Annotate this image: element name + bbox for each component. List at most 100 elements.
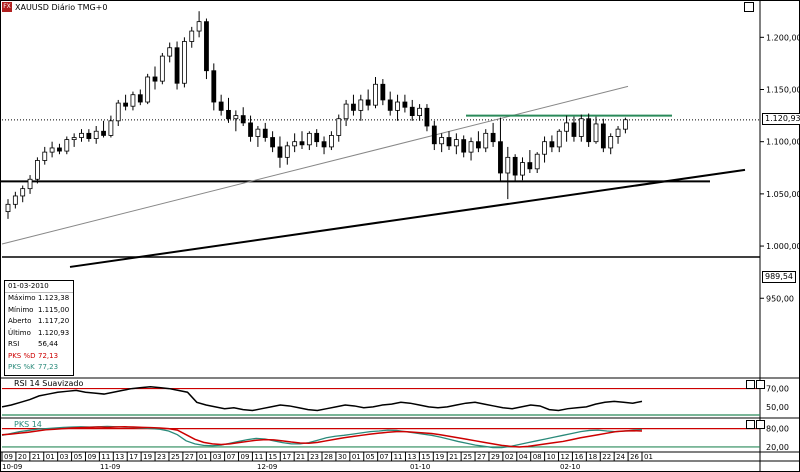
- x-tick-label: 25: [171, 453, 180, 461]
- rsi-close-button[interactable]: [756, 380, 765, 389]
- info-label: Máximo: [8, 294, 36, 302]
- candle-body: [461, 139, 467, 153]
- rsi-line: [1, 385, 643, 412]
- candle-body: [255, 128, 261, 137]
- candle-body: [380, 83, 386, 101]
- x-tick-label: 07: [380, 453, 389, 461]
- candle-body: [373, 83, 378, 106]
- candle-body: [402, 101, 408, 108]
- candle-body: [549, 141, 555, 148]
- candle-body: [196, 21, 202, 32]
- pks-panel-title: PKS 14: [14, 420, 42, 429]
- candle-body: [93, 130, 99, 139]
- x-tick-label: 18: [588, 453, 597, 461]
- x-tick-label: 04: [519, 453, 528, 461]
- x-tick-label: 01: [46, 453, 55, 461]
- candle-body: [292, 141, 298, 147]
- x-tick-label: 01: [352, 453, 361, 461]
- candle-body: [204, 21, 209, 72]
- info-label: Último: [8, 328, 31, 337]
- candle-body: [409, 106, 415, 116]
- candle-body: [336, 118, 342, 136]
- info-label: PKS %K: [8, 363, 35, 371]
- y-tick-label: 950,00: [766, 294, 794, 303]
- x-tick-label: 11: [254, 453, 263, 461]
- candle-body: [387, 99, 393, 111]
- info-row-min: Mínimo 1.115,00: [5, 305, 73, 317]
- candle-body: [358, 99, 364, 111]
- x-tick-label: 09: [87, 453, 96, 461]
- candle-body: [564, 122, 569, 132]
- x-tick-label: 11: [101, 453, 110, 461]
- candle-body: [593, 123, 599, 143]
- x-month-label: 12-09: [257, 463, 277, 471]
- candle-body: [431, 125, 437, 145]
- candle-body: [218, 101, 224, 111]
- candle-body: [446, 137, 452, 147]
- candle-body: [284, 145, 290, 158]
- x-tick-label: 03: [213, 453, 222, 461]
- x-tick-label: 13: [407, 453, 416, 461]
- candle-body: [123, 102, 128, 107]
- x-tick-label: 27: [477, 453, 486, 461]
- candle-body: [270, 137, 276, 148]
- candle-body: [365, 99, 371, 106]
- x-tick-label: 01: [199, 453, 208, 461]
- y-tick-label: 1.100,00: [766, 138, 800, 147]
- x-month-label: 11-09: [100, 463, 120, 471]
- x-month-label: 01-10: [410, 463, 430, 471]
- candle-body: [424, 107, 430, 127]
- candle-body: [27, 178, 33, 190]
- x-tick-label: 11: [394, 453, 403, 461]
- candle-body: [174, 47, 180, 84]
- candle-body: [600, 123, 606, 149]
- candle-body: [586, 118, 592, 143]
- rsi-y-tick-label: 70,00: [766, 385, 789, 394]
- info-value: 77,23: [38, 363, 59, 371]
- candle-body: [211, 70, 217, 103]
- candle-body: [240, 115, 246, 124]
- candle-body: [475, 141, 481, 149]
- pks-d-line: [1, 426, 643, 448]
- pks-minimize-button[interactable]: [746, 420, 755, 429]
- x-tick-label: 19: [143, 453, 152, 461]
- pks-close-button[interactable]: [756, 420, 765, 429]
- x-tick-label: 09: [4, 453, 13, 461]
- x-tick-label: 15: [268, 453, 277, 461]
- info-date: 01-03-2010: [5, 281, 73, 293]
- info-row-last: Último 1.120,93: [5, 328, 73, 340]
- x-tick-label: 12: [561, 453, 570, 461]
- candle-body: [57, 147, 62, 152]
- pks-y-tick-label: 80,00: [766, 425, 789, 434]
- info-value: 1.115,00: [38, 305, 70, 314]
- candle-body: [306, 132, 312, 146]
- x-tick-label: 26: [630, 453, 639, 461]
- candle-body: [314, 132, 320, 143]
- rsi-minimize-button[interactable]: [746, 380, 755, 389]
- x-tick-label: 21: [449, 453, 458, 461]
- x-tick-label: 10: [547, 453, 556, 461]
- x-month-label: 10-09: [2, 463, 22, 471]
- candle-body: [615, 128, 621, 137]
- candle-body: [277, 146, 283, 158]
- info-row-max: Máximo 1.123,38: [5, 293, 73, 305]
- candle-body: [71, 137, 77, 140]
- candle-body: [623, 119, 628, 130]
- info-label: RSI: [8, 340, 20, 348]
- candle-body: [578, 118, 584, 137]
- candle-body: [49, 147, 55, 153]
- x-tick-label: 19: [435, 453, 444, 461]
- candle-body: [490, 132, 496, 143]
- maximize-button[interactable]: [744, 2, 754, 12]
- candle-body: [453, 139, 459, 147]
- pks-y-tick-label: 20,00: [766, 443, 789, 452]
- x-tick-label: 23: [310, 453, 319, 461]
- candle-body: [152, 76, 158, 82]
- candle-body: [262, 128, 268, 138]
- x-tick-label: 20: [18, 453, 27, 461]
- info-value: 1.120,93: [38, 328, 70, 337]
- x-tick-label: 17: [129, 453, 138, 461]
- x-tick-label: 09: [241, 453, 250, 461]
- x-tick-label: 05: [366, 453, 375, 461]
